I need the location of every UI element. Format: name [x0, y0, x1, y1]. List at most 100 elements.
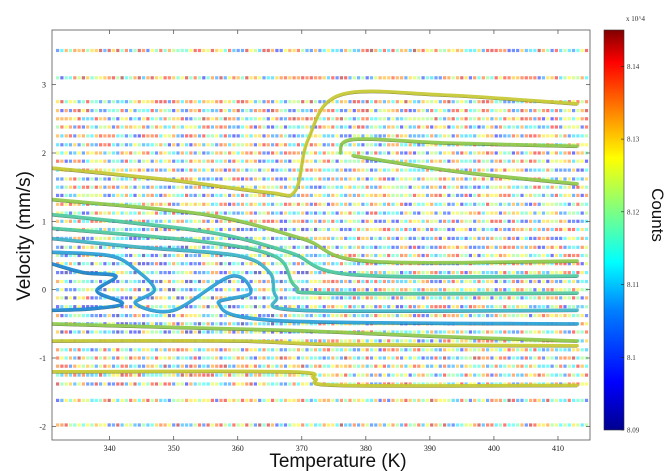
- spectrum-cell: [275, 48, 279, 53]
- spectrum-cell: [124, 423, 128, 427]
- spectrum-cell: [275, 177, 279, 181]
- spectrum-cell: [339, 356, 343, 360]
- spectrum-cell: [56, 219, 60, 223]
- spectrum-cell: [486, 373, 490, 377]
- spectrum-cell: [202, 364, 206, 368]
- spectrum-cell: [425, 76, 429, 80]
- spectrum-cell: [215, 134, 219, 138]
- spectrum-cell: [215, 125, 219, 129]
- spectrum-cell: [580, 168, 584, 172]
- spectrum-cell: [554, 125, 558, 129]
- spectrum-cell: [331, 339, 335, 343]
- spectrum-cell: [486, 236, 490, 240]
- spectrum-cell: [326, 134, 331, 138]
- spectrum-cell: [296, 348, 300, 352]
- spectrum-cell: [357, 143, 361, 147]
- spectrum-cell: [434, 356, 438, 360]
- spectrum-cell: [77, 364, 81, 368]
- spectrum-cell: [524, 168, 528, 172]
- spectrum-cell: [176, 193, 180, 197]
- spectrum-cell: [421, 330, 425, 334]
- spectrum-cell: [318, 305, 322, 309]
- spectrum-cell: [494, 364, 498, 368]
- spectrum-cell: [133, 117, 137, 121]
- spectrum-cell: [116, 159, 120, 163]
- spectrum-cell: [202, 330, 206, 334]
- spectrum-cell: [314, 125, 318, 129]
- spectrum-cell: [215, 423, 219, 427]
- spectrum-cell: [417, 134, 421, 138]
- spectrum-cell: [481, 227, 485, 232]
- spectrum-cell: [137, 330, 141, 334]
- spectrum-cell: [322, 262, 326, 266]
- spectrum-cell: [215, 219, 219, 223]
- spectrum-cell: [240, 423, 245, 427]
- spectrum-cell: [305, 364, 309, 368]
- spectrum-cell: [245, 398, 249, 402]
- spectrum-cell: [99, 159, 103, 163]
- spectrum-cell: [68, 423, 73, 427]
- spectrum-cell: [438, 76, 442, 80]
- spectrum-cell: [167, 117, 171, 121]
- spectrum-cell: [387, 245, 391, 249]
- spectrum-cell: [348, 348, 352, 352]
- spectrum-cell: [357, 364, 361, 368]
- spectrum-cell: [507, 211, 511, 215]
- spectrum-cell: [382, 398, 386, 402]
- spectrum-cell: [576, 117, 580, 121]
- spectrum-cell: [507, 364, 511, 368]
- spectrum-cell: [240, 356, 245, 360]
- spectrum-cell: [537, 125, 541, 129]
- spectrum-cell: [159, 211, 163, 215]
- spectrum-cell: [107, 271, 111, 275]
- spectrum-cell: [326, 373, 331, 377]
- spectrum-cell: [116, 193, 120, 197]
- spectrum-cell: [180, 314, 184, 318]
- spectrum-cell: [412, 185, 417, 189]
- spectrum-cell: [537, 253, 541, 258]
- spectrum-cell: [172, 348, 176, 352]
- spectrum-cell: [107, 236, 111, 240]
- spectrum-cell: [408, 117, 412, 121]
- spectrum-cell: [417, 279, 421, 284]
- spectrum-cell: [494, 117, 498, 121]
- spectrum-cell: [391, 330, 395, 334]
- spectrum-cell: [352, 305, 356, 309]
- spectrum-cell: [580, 151, 584, 155]
- spectrum-cell: [357, 423, 361, 427]
- spectrum-cell: [361, 423, 365, 427]
- spectrum-cell: [400, 279, 404, 284]
- spectrum-cell: [262, 253, 266, 258]
- spectrum-cell: [516, 202, 520, 206]
- spectrum-cell: [331, 348, 335, 352]
- spectrum-cell: [331, 245, 335, 249]
- spectrum-cell: [374, 398, 378, 402]
- spectrum-cell: [546, 356, 550, 360]
- spectrum-cell: [494, 245, 498, 249]
- spectrum-cell: [107, 288, 111, 292]
- spectrum-cell: [537, 227, 541, 232]
- spectrum-cell: [546, 134, 550, 138]
- spectrum-cell: [584, 117, 589, 121]
- spectrum-cell: [120, 109, 124, 113]
- spectrum-cell: [176, 219, 180, 223]
- spectrum-cell: [197, 356, 202, 360]
- spectrum-cell: [382, 373, 386, 377]
- spectrum-cell: [468, 314, 472, 318]
- spectrum-cell: [137, 125, 141, 129]
- spectrum-cell: [81, 330, 85, 334]
- spectrum-cell: [391, 423, 395, 427]
- spectrum-cell: [309, 202, 313, 206]
- spectrum-cell: [378, 236, 382, 240]
- spectrum-cell: [494, 279, 498, 284]
- spectrum-cell: [365, 143, 369, 147]
- spectrum-cell: [262, 109, 266, 113]
- spectrum-cell: [86, 117, 90, 121]
- spectrum-cell: [344, 305, 348, 309]
- spectrum-cell: [189, 262, 193, 266]
- spectrum-cell: [305, 296, 309, 300]
- spectrum-cell: [210, 236, 214, 240]
- spectrum-cell: [94, 48, 98, 53]
- spectrum-cell: [305, 305, 309, 309]
- spectrum-cell: [365, 185, 369, 189]
